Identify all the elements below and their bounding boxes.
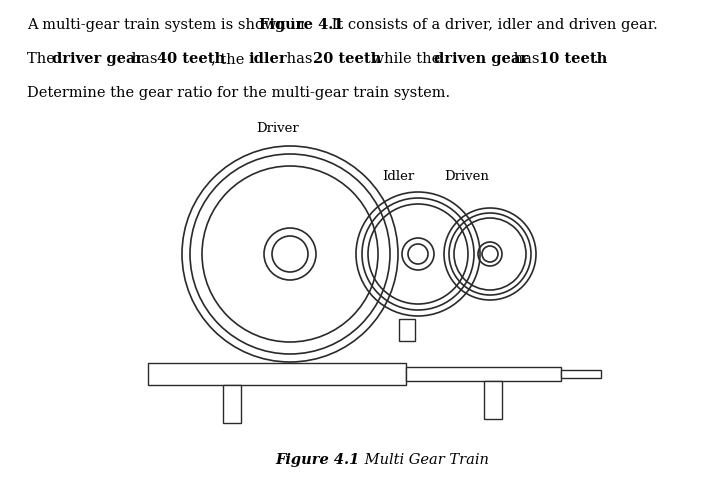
Text: while the: while the (367, 52, 445, 66)
Bar (484, 381, 502, 419)
Text: The: The (27, 52, 60, 66)
Text: has: has (127, 52, 162, 66)
Text: 20 teeth: 20 teeth (312, 52, 381, 66)
Text: A multi-gear train system is shown in: A multi-gear train system is shown in (27, 18, 310, 32)
Text: Driver: Driver (256, 122, 300, 135)
Text: driver gear: driver gear (52, 52, 143, 66)
Text: Idler: Idler (382, 170, 414, 182)
Bar (399, 319, 415, 341)
Text: 10 teeth: 10 teeth (539, 52, 608, 66)
Text: It consists of a driver, idler and driven gear.: It consists of a driver, idler and drive… (327, 18, 658, 32)
Bar (148, 363, 406, 385)
Text: Figure 4.1: Figure 4.1 (259, 18, 343, 32)
Text: 40 teeth: 40 teeth (157, 52, 225, 66)
Text: Multi Gear Train: Multi Gear Train (360, 452, 489, 466)
Text: Determine the gear ratio for the multi-gear train system.: Determine the gear ratio for the multi-g… (27, 86, 451, 100)
Bar (406, 367, 561, 381)
Text: driven gear: driven gear (434, 52, 528, 66)
Text: Driven: Driven (444, 170, 490, 182)
Text: has: has (509, 52, 544, 66)
Text: Figure 4.1: Figure 4.1 (276, 452, 360, 466)
Text: idler: idler (248, 52, 287, 66)
Text: has: has (282, 52, 318, 66)
Bar (223, 385, 241, 423)
Text: .: . (594, 52, 598, 66)
Text: , the: , the (212, 52, 249, 66)
Bar (561, 370, 601, 378)
